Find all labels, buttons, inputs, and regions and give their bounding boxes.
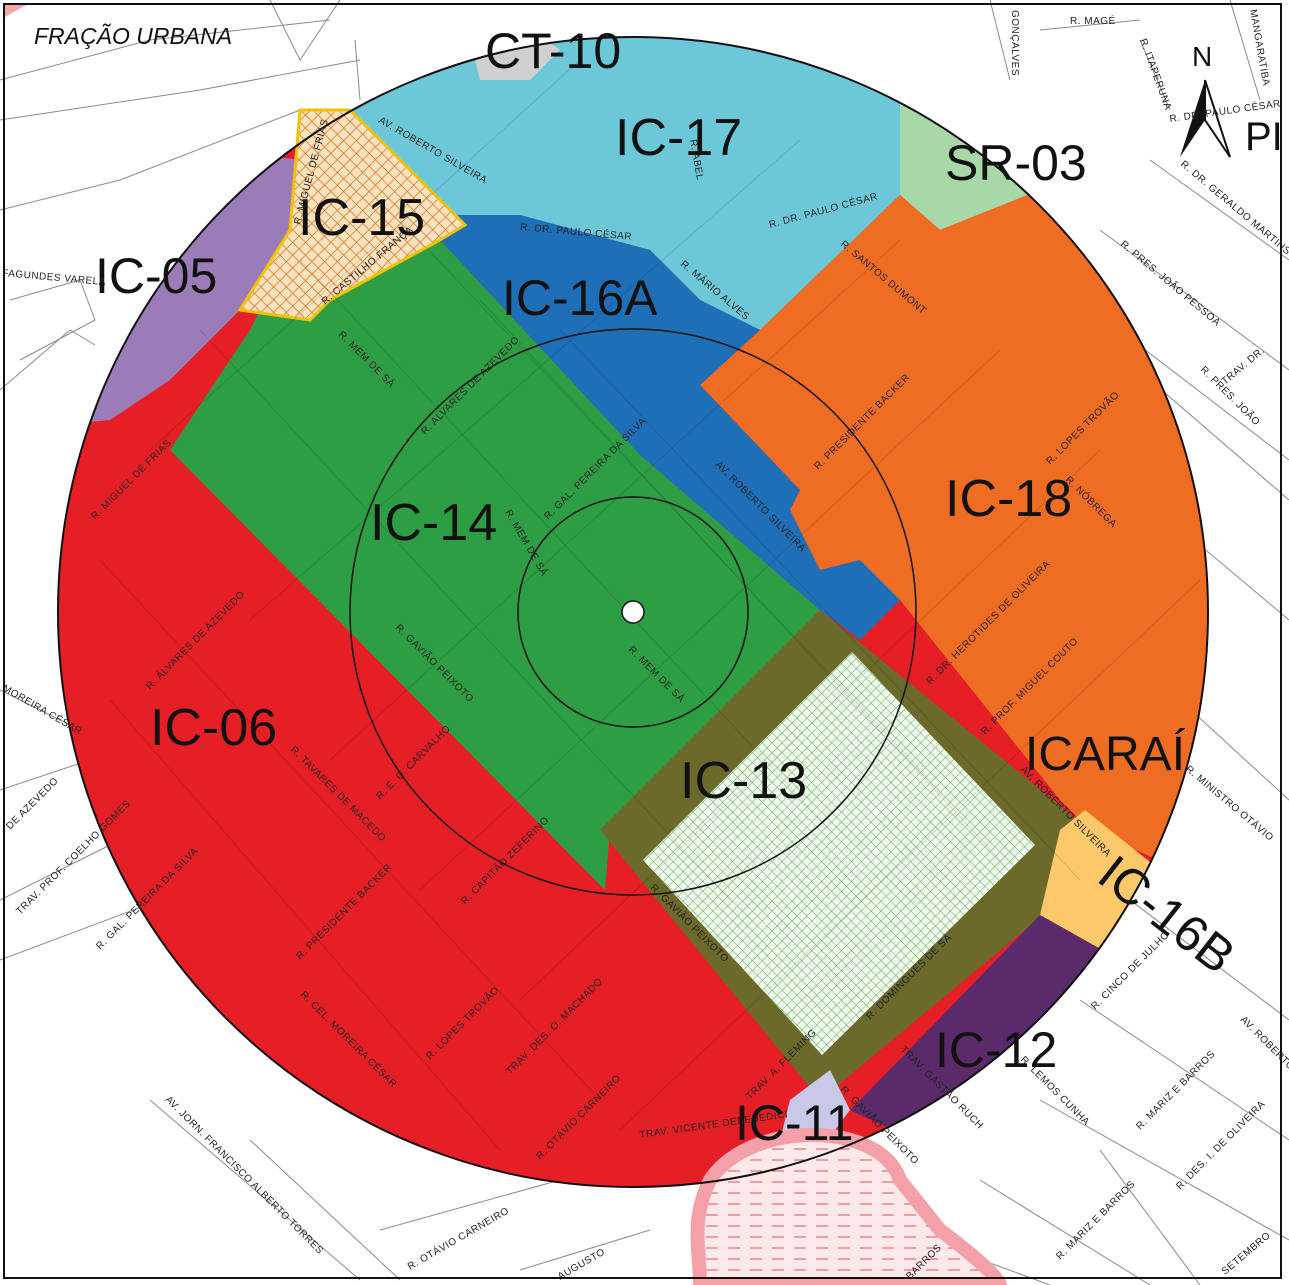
zone-label-ic05: IC-05 — [95, 248, 217, 304]
zone-label-ic16a: IC-16A — [502, 270, 658, 326]
street-label: R. DES. I. DE OLIVEIRA — [1174, 1099, 1267, 1192]
center-point — [621, 600, 645, 624]
street-label: R. DR. GERALDO MARTINS — [1178, 159, 1289, 258]
street-label: MANGARATIBA — [1247, 9, 1271, 87]
zone-label-ic11: IC-11 — [735, 1095, 854, 1151]
zone-label-ic14: IC-14 — [370, 494, 497, 552]
street-label: R. PRES. JOÃO PESSOA — [1118, 237, 1223, 328]
street-label: TRAV. DR. — [1220, 345, 1267, 387]
street-label: DE AZEVEDO — [4, 776, 61, 833]
street-label: R. MARIZ E BARROS — [1134, 1049, 1217, 1132]
north-label: N — [1192, 41, 1212, 72]
corner-zone-shape — [3, 3, 30, 18]
street-label: R. OTÁVIO CARNEIRO — [405, 1204, 511, 1273]
radius-circle-outer — [349, 328, 917, 896]
street-label: R. ITAPERUNA — [1137, 37, 1173, 112]
zone-label-ic06: IC-06 — [150, 699, 277, 757]
street-label: AV. ROBERTO — [1238, 1014, 1289, 1073]
map-title: FRAÇÃO URBANA — [34, 23, 232, 49]
street-label: R. MAGÉ — [1070, 14, 1116, 27]
zone-label-ic13: IC-13 — [680, 752, 807, 810]
zone-label-sr03: SR-03 — [945, 135, 1087, 191]
street-label: AV. JORN. FRANCISCO ALBERTO TORRES — [163, 1094, 325, 1256]
boundary-circle — [57, 36, 1209, 1188]
zone-label-icarai: ICARAÍ — [1025, 728, 1186, 781]
street-label: GONÇALVES — [1009, 10, 1020, 76]
street-label: SETEMBRO — [1220, 1230, 1273, 1277]
zone-label-ic12: IC-12 — [935, 1022, 1057, 1078]
street-label: R. MARIZ E BARROS — [1054, 1179, 1137, 1262]
zone-street-lines — [99, 59, 1201, 1151]
zone-label-ic18: IC-18 — [945, 470, 1072, 528]
street-label: R. MINISTRO OTÁVIO — [1183, 762, 1277, 843]
zone-ic14-area — [170, 210, 820, 890]
street-label: FAGUNDES VARELA — [2, 268, 107, 288]
north-arrow-icon — [1180, 79, 1231, 158]
zone-label-ic17: IC-17 — [615, 109, 742, 167]
zone-ic13-inner — [643, 652, 1035, 1055]
radius-circle-inner — [517, 496, 749, 728]
lagoon-area — [690, 1128, 1008, 1285]
zone-ic18-area — [700, 190, 1208, 900]
zone-label-ic15: IC-15 — [298, 189, 425, 247]
zone-ic15-area — [237, 108, 468, 322]
edge-partial-label: PI — [1245, 115, 1283, 159]
zone-ic16a-area — [430, 215, 900, 640]
zone-label-ct10: CT-10 — [485, 23, 621, 79]
street-label: AUGUSTO — [556, 1247, 607, 1283]
